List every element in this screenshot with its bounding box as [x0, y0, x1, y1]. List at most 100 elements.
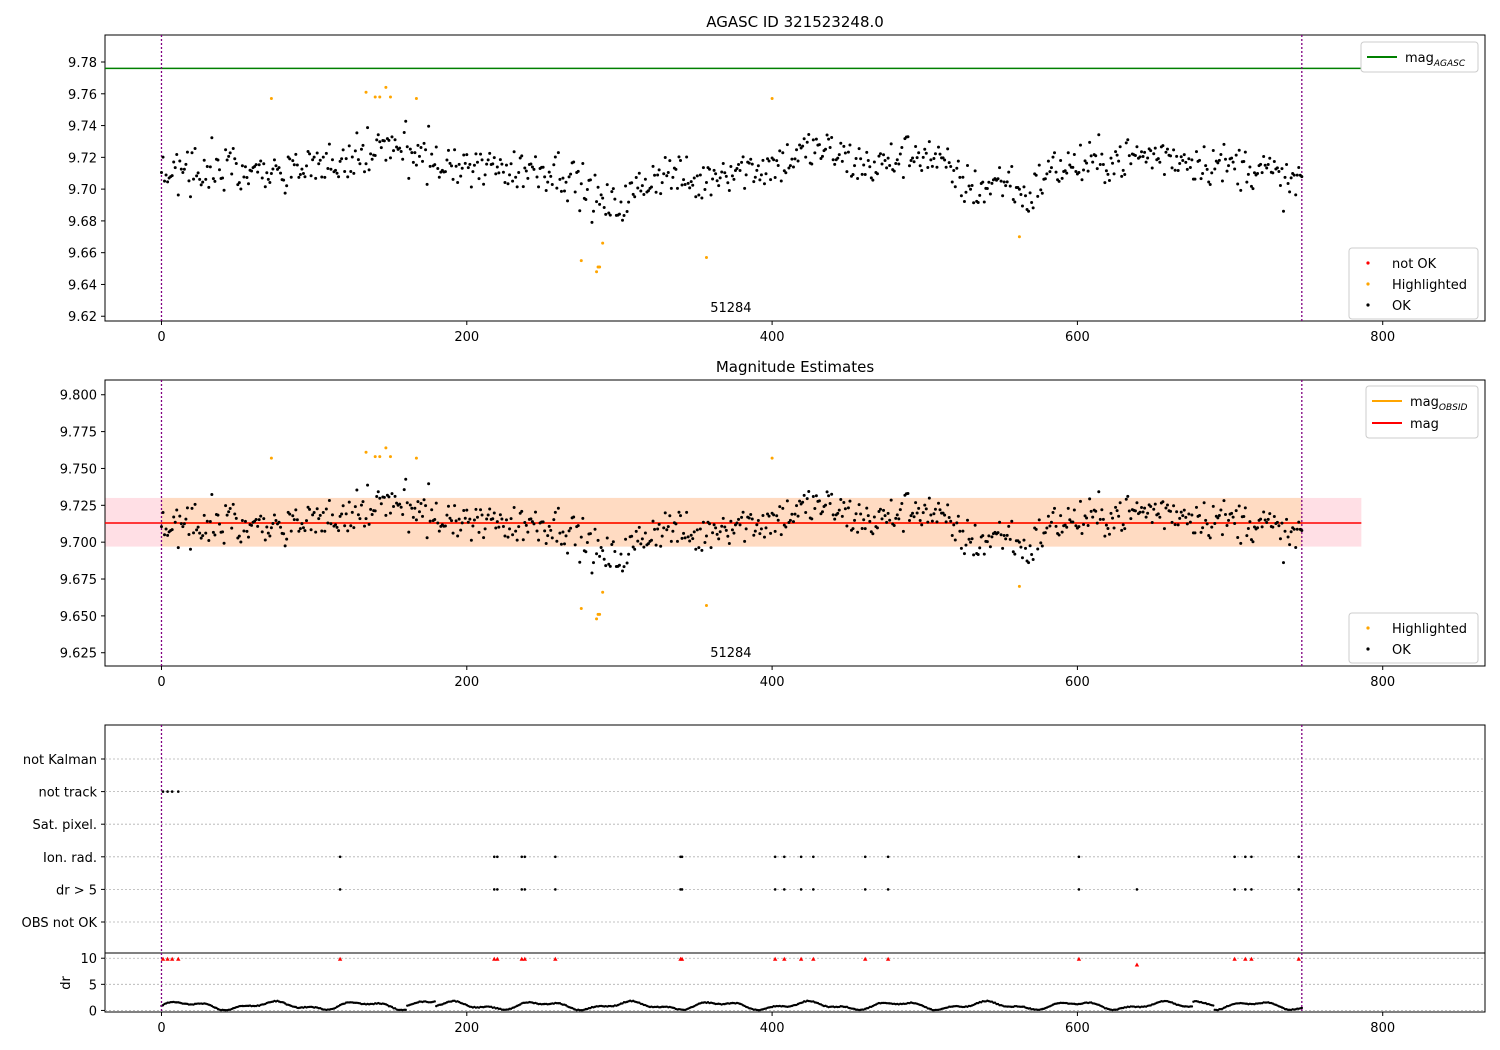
- ok-point: [732, 177, 736, 181]
- ok-point: [549, 174, 553, 178]
- ok-point: [474, 507, 478, 511]
- ok-point: [613, 549, 617, 553]
- ok-point: [1172, 504, 1176, 508]
- ok-point: [1165, 503, 1169, 507]
- ok-point: [228, 507, 232, 511]
- ok-point: [260, 530, 264, 534]
- ok-point: [509, 517, 513, 521]
- ok-point: [875, 526, 879, 530]
- ok-point: [1028, 544, 1032, 548]
- ok-point: [1207, 180, 1211, 184]
- ok-point: [1216, 516, 1220, 520]
- ok-point: [1077, 525, 1081, 529]
- ok-point: [514, 529, 518, 533]
- ok-point: [208, 520, 212, 524]
- ok-point: [621, 569, 624, 573]
- ok-point: [417, 510, 421, 514]
- ok-point: [1182, 508, 1186, 512]
- ok-point: [330, 513, 334, 517]
- ok-point: [530, 520, 534, 524]
- ok-point: [323, 175, 327, 179]
- ok-point: [468, 517, 472, 521]
- ok-point: [399, 505, 403, 509]
- ok-point: [1049, 520, 1053, 524]
- ok-point: [425, 536, 429, 540]
- flag-row-label: OBS not OK: [22, 916, 98, 931]
- ok-point: [1169, 154, 1173, 158]
- ok-point: [863, 527, 867, 531]
- ok-point: [312, 511, 316, 515]
- ok-point: [871, 178, 875, 182]
- ok-point: [1153, 502, 1157, 506]
- ok-point: [1187, 157, 1191, 161]
- highlighted-point: [579, 259, 583, 263]
- ok-point: [1285, 162, 1289, 166]
- ok-point: [356, 513, 360, 517]
- ok-point: [1077, 170, 1081, 174]
- ok-point: [421, 159, 425, 163]
- ok-point: [686, 181, 690, 185]
- ok-point: [817, 499, 821, 503]
- ok-point: [1020, 556, 1024, 560]
- ok-point: [494, 526, 498, 530]
- ok-point: [964, 190, 968, 194]
- ok-point: [523, 166, 527, 170]
- highlighted-point: [269, 456, 273, 460]
- ok-point: [1095, 521, 1099, 525]
- ok-point: [801, 144, 805, 148]
- ok-point: [1002, 180, 1006, 184]
- ok-point: [839, 141, 843, 145]
- ok-point: [334, 523, 338, 527]
- ok-point: [1281, 209, 1285, 213]
- ok-point: [1100, 508, 1104, 512]
- ok-point: [349, 169, 353, 173]
- ok-point: [282, 532, 286, 536]
- ok-point: [515, 538, 519, 542]
- ok-point: [683, 183, 687, 187]
- ok-point: [617, 563, 621, 567]
- ok-point: [326, 166, 330, 170]
- ok-point: [784, 525, 788, 529]
- ok-point: [1078, 499, 1082, 503]
- dr-high-marker: [811, 956, 816, 961]
- ok-point: [990, 181, 994, 185]
- ok-point: [961, 529, 965, 533]
- ok-point: [416, 500, 420, 504]
- ok-point: [621, 218, 624, 222]
- ok-point: [472, 163, 476, 167]
- ok-point: [1259, 162, 1263, 166]
- ok-point: [1237, 148, 1241, 152]
- ok-point: [318, 513, 322, 517]
- ok-point: [491, 162, 495, 166]
- ok-point: [384, 158, 388, 162]
- ok-point: [1129, 162, 1133, 166]
- ok-point: [231, 146, 235, 150]
- x-tick-label: 0: [157, 1021, 165, 1036]
- ok-point: [689, 180, 693, 184]
- ok-point: [453, 504, 457, 508]
- x-tick-label: 200: [454, 675, 479, 690]
- ok-point: [1251, 187, 1255, 191]
- ok-point: [949, 165, 953, 169]
- ok-point: [1094, 509, 1098, 513]
- ok-point: [1123, 173, 1127, 177]
- ok-point: [1231, 515, 1235, 519]
- ok-point: [785, 143, 789, 147]
- ok-point: [711, 531, 715, 535]
- ok-point: [366, 483, 370, 487]
- ok-point: [556, 506, 560, 510]
- ok-point: [883, 514, 887, 518]
- y-tick-label: 9.74: [68, 120, 97, 135]
- ok-point: [239, 540, 243, 544]
- flag-row-label: not Kalman: [23, 753, 97, 768]
- ok-point: [602, 206, 606, 210]
- ok-point: [1089, 154, 1093, 158]
- flag-point: [492, 855, 496, 859]
- ok-point: [1283, 175, 1287, 179]
- ok-point: [243, 165, 247, 169]
- ok-point: [1091, 160, 1095, 164]
- ok-point: [1013, 552, 1017, 556]
- ok-point: [419, 502, 423, 506]
- ok-point: [743, 186, 747, 190]
- flag-point: [496, 888, 499, 891]
